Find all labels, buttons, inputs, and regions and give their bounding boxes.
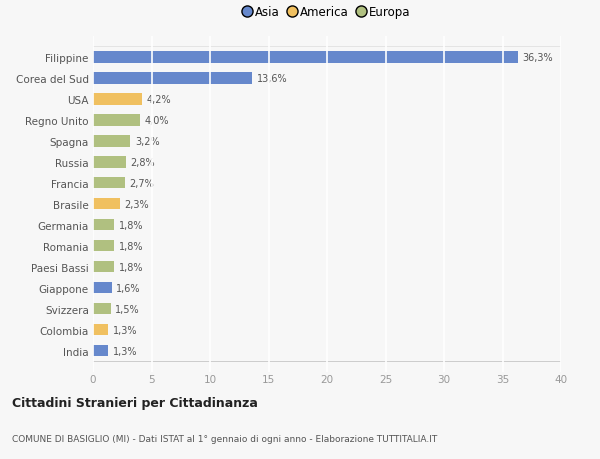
Legend: Asia, America, Europa: Asia, America, Europa — [239, 2, 415, 24]
Text: 13,6%: 13,6% — [257, 73, 287, 84]
Text: 2,8%: 2,8% — [130, 157, 155, 168]
Bar — [93, 94, 142, 105]
Bar — [93, 136, 130, 147]
Bar — [93, 282, 112, 294]
Text: 3,2%: 3,2% — [135, 136, 160, 146]
Bar — [93, 115, 140, 126]
Text: 1,6%: 1,6% — [116, 283, 141, 293]
Bar — [93, 73, 252, 84]
Bar — [93, 303, 110, 315]
Text: 1,3%: 1,3% — [113, 346, 137, 356]
Text: 2,7%: 2,7% — [129, 179, 154, 188]
Text: 36,3%: 36,3% — [523, 53, 553, 63]
Text: COMUNE DI BASIGLIO (MI) - Dati ISTAT al 1° gennaio di ogni anno - Elaborazione T: COMUNE DI BASIGLIO (MI) - Dati ISTAT al … — [12, 434, 437, 442]
Bar — [93, 219, 114, 231]
Bar — [93, 198, 120, 210]
Text: 2,3%: 2,3% — [125, 199, 149, 209]
Text: 1,5%: 1,5% — [115, 304, 140, 314]
Text: 4,0%: 4,0% — [145, 116, 169, 125]
Bar — [93, 178, 125, 189]
Bar — [93, 324, 108, 336]
Text: 1,3%: 1,3% — [113, 325, 137, 335]
Text: 4,2%: 4,2% — [147, 95, 172, 105]
Bar — [93, 345, 108, 357]
Text: Cittadini Stranieri per Cittadinanza: Cittadini Stranieri per Cittadinanza — [12, 396, 258, 409]
Text: 1,8%: 1,8% — [119, 262, 143, 272]
Text: 1,8%: 1,8% — [119, 220, 143, 230]
Text: 1,8%: 1,8% — [119, 241, 143, 251]
Bar — [93, 261, 114, 273]
Bar — [93, 157, 126, 168]
Bar — [93, 52, 518, 63]
Bar — [93, 241, 114, 252]
